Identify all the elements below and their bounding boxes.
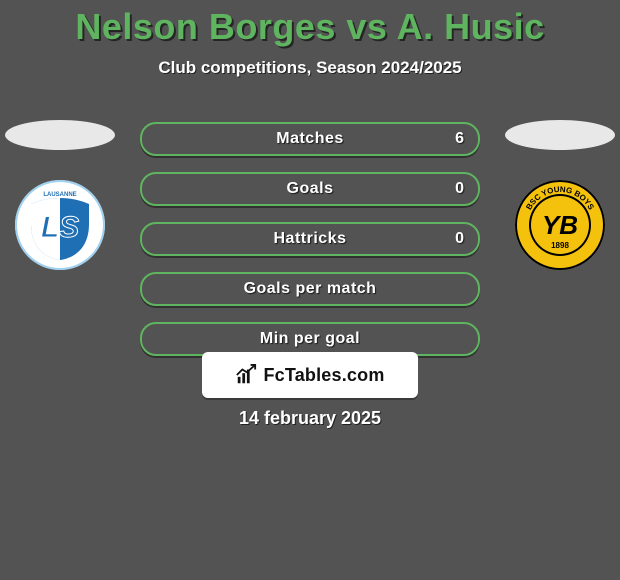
roundel-icon: BSC YOUNG BOYS YB 1898 — [515, 180, 605, 270]
chart-up-icon — [235, 364, 257, 386]
branding-text: FcTables.com — [263, 365, 384, 386]
club-badge-left: LAUSANNE LS — [15, 180, 105, 270]
comparison-card: Nelson Borges vs A. Husic Club competiti… — [0, 0, 620, 580]
stat-right-value: 0 — [455, 180, 464, 198]
svg-text:1898: 1898 — [551, 241, 569, 250]
svg-text:LAUSANNE: LAUSANNE — [43, 192, 76, 198]
subtitle: Club competitions, Season 2024/2025 — [0, 58, 620, 78]
avatar-placeholder-right — [505, 120, 615, 150]
stat-row: Hattricks 0 — [140, 222, 480, 256]
shield-icon: LAUSANNE LS — [15, 180, 105, 270]
branding-badge[interactable]: FcTables.com — [202, 352, 418, 398]
stat-row: Min per goal — [140, 322, 480, 356]
stat-label: Goals per match — [244, 280, 377, 298]
comparison-date: 14 february 2025 — [0, 408, 620, 429]
stat-right-value: 0 — [455, 230, 464, 248]
stat-label: Matches — [276, 130, 344, 148]
stat-right-value: 6 — [455, 130, 464, 148]
stats-table: Matches 6 Goals 0 Hattricks 0 Goals per … — [140, 122, 480, 372]
svg-text:YB: YB — [542, 210, 578, 240]
avatar-placeholder-left — [5, 120, 115, 150]
page-title: Nelson Borges vs A. Husic — [0, 0, 620, 48]
stat-row: Goals 0 — [140, 172, 480, 206]
stat-label: Goals — [287, 180, 334, 198]
stat-label: Min per goal — [260, 330, 360, 348]
stat-label: Hattricks — [274, 230, 347, 248]
club-badge-right: BSC YOUNG BOYS YB 1898 — [515, 180, 605, 270]
svg-text:LS: LS — [41, 211, 79, 244]
player-right: BSC YOUNG BOYS YB 1898 — [500, 120, 620, 270]
player-left: LAUSANNE LS — [0, 120, 120, 270]
stat-row: Goals per match — [140, 272, 480, 306]
stat-row: Matches 6 — [140, 122, 480, 156]
